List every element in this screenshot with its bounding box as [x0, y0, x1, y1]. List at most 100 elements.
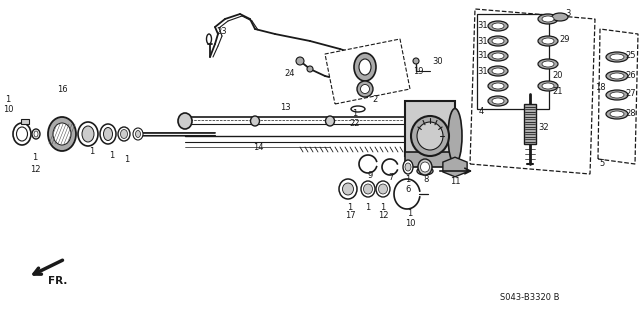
Text: 32: 32	[539, 122, 549, 131]
Ellipse shape	[411, 116, 449, 156]
Ellipse shape	[610, 111, 624, 117]
Ellipse shape	[492, 38, 504, 44]
Text: 10: 10	[404, 219, 415, 227]
Text: 3: 3	[565, 10, 571, 19]
Text: 9: 9	[367, 172, 372, 181]
Ellipse shape	[32, 129, 40, 139]
Ellipse shape	[413, 58, 419, 64]
Ellipse shape	[133, 128, 143, 140]
Ellipse shape	[34, 131, 38, 137]
Text: 1: 1	[380, 203, 386, 211]
Ellipse shape	[448, 108, 462, 164]
Ellipse shape	[351, 106, 365, 112]
Text: 17: 17	[345, 211, 355, 220]
Ellipse shape	[360, 85, 369, 93]
Text: 4: 4	[478, 107, 484, 115]
Ellipse shape	[104, 128, 113, 140]
Text: 1: 1	[405, 174, 411, 183]
Text: 26: 26	[626, 70, 636, 79]
Text: 6: 6	[405, 184, 411, 194]
Ellipse shape	[178, 113, 192, 129]
Ellipse shape	[492, 83, 504, 89]
Ellipse shape	[488, 66, 508, 76]
Ellipse shape	[610, 73, 624, 79]
Text: 12: 12	[378, 211, 388, 220]
Ellipse shape	[361, 181, 375, 197]
Text: 10: 10	[3, 105, 13, 114]
Ellipse shape	[17, 127, 28, 141]
Ellipse shape	[418, 159, 432, 175]
Ellipse shape	[417, 167, 433, 175]
Ellipse shape	[53, 123, 71, 145]
Ellipse shape	[136, 130, 141, 137]
Ellipse shape	[359, 59, 371, 75]
Ellipse shape	[420, 162, 429, 172]
Text: 25: 25	[626, 51, 636, 61]
Ellipse shape	[492, 53, 504, 59]
Ellipse shape	[488, 51, 508, 61]
Text: 31: 31	[477, 21, 488, 31]
Ellipse shape	[542, 16, 554, 22]
Text: 12: 12	[29, 165, 40, 174]
Text: 1: 1	[365, 203, 371, 211]
Text: 1: 1	[408, 210, 413, 219]
Ellipse shape	[610, 54, 624, 60]
Ellipse shape	[488, 21, 508, 31]
Text: 30: 30	[433, 56, 444, 65]
Ellipse shape	[538, 14, 558, 24]
Ellipse shape	[342, 183, 353, 195]
Text: 18: 18	[595, 83, 605, 92]
Text: 1: 1	[348, 203, 353, 211]
Text: 31: 31	[477, 36, 488, 46]
Text: 24: 24	[285, 70, 295, 78]
Ellipse shape	[488, 96, 508, 106]
Text: 11: 11	[450, 176, 460, 186]
Text: 8: 8	[423, 174, 429, 183]
Text: 31: 31	[477, 51, 488, 61]
Text: 22: 22	[349, 118, 360, 128]
Ellipse shape	[606, 90, 628, 100]
Text: 13: 13	[280, 102, 291, 112]
Bar	[524, 104, 536, 144]
Ellipse shape	[326, 116, 335, 126]
Ellipse shape	[48, 117, 76, 151]
Text: 5: 5	[600, 160, 605, 168]
Ellipse shape	[488, 36, 508, 46]
Ellipse shape	[542, 38, 554, 44]
Ellipse shape	[538, 59, 558, 69]
Text: 28: 28	[626, 108, 636, 117]
Text: 7: 7	[388, 174, 394, 182]
Ellipse shape	[13, 123, 31, 145]
Polygon shape	[325, 39, 410, 104]
Ellipse shape	[357, 81, 373, 97]
Ellipse shape	[78, 122, 98, 146]
Polygon shape	[443, 157, 467, 177]
Ellipse shape	[354, 53, 376, 81]
Ellipse shape	[207, 34, 211, 44]
Text: 23: 23	[217, 26, 227, 35]
Ellipse shape	[492, 23, 504, 29]
Ellipse shape	[542, 61, 554, 67]
Ellipse shape	[552, 13, 568, 21]
Text: FR.: FR.	[48, 276, 68, 286]
Ellipse shape	[610, 92, 624, 98]
Ellipse shape	[606, 52, 628, 62]
Ellipse shape	[417, 122, 443, 150]
Ellipse shape	[378, 184, 387, 194]
Ellipse shape	[606, 109, 628, 119]
Ellipse shape	[538, 81, 558, 91]
Ellipse shape	[307, 66, 313, 72]
Text: 27: 27	[626, 90, 636, 99]
Text: S043-B3320 B: S043-B3320 B	[500, 293, 560, 301]
Ellipse shape	[542, 83, 554, 89]
Ellipse shape	[120, 130, 127, 138]
Bar	[405, 152, 455, 167]
Ellipse shape	[100, 124, 116, 144]
Ellipse shape	[376, 181, 390, 197]
Text: 31: 31	[477, 66, 488, 76]
Ellipse shape	[606, 71, 628, 81]
Text: 1: 1	[5, 94, 11, 103]
Text: 1: 1	[90, 147, 95, 157]
Ellipse shape	[492, 68, 504, 74]
Ellipse shape	[82, 126, 94, 142]
